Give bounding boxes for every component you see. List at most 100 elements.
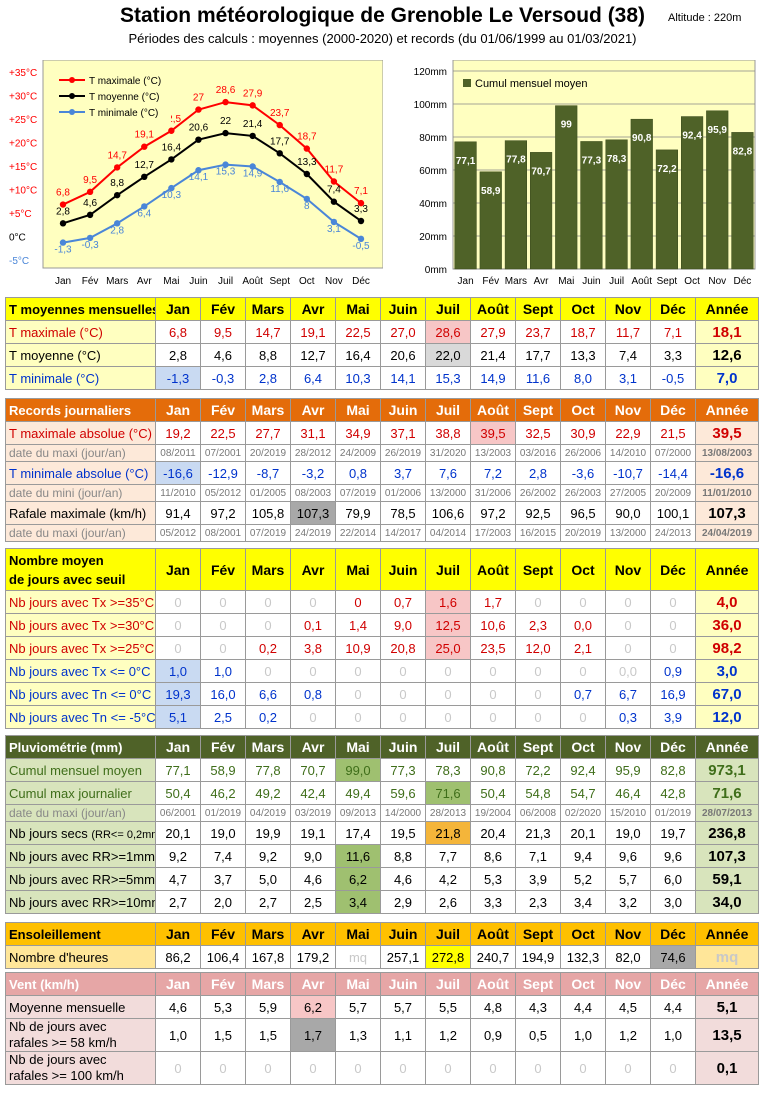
date-cell: 17/2003 [470,524,516,542]
data-label: 8 [304,201,310,212]
value-cell: 2,9 [380,890,426,914]
value-cell: 11,7 [605,320,651,344]
month-header: Mai [335,398,381,422]
row-label-line1: Nb de jours avec [9,1019,107,1035]
value-cell: 0 [470,659,516,683]
month-header: Déc [650,735,696,759]
row-label-note: (RR<= 0,2mm) [91,828,154,841]
month-header: Déc [650,972,696,996]
data-point [222,98,229,106]
data-point [168,127,175,134]
year-value-cell: 973,1 [695,758,759,782]
value-cell: 0 [290,659,336,683]
data-label: 20,6 [189,123,209,134]
value-cell: 18,7 [560,320,606,344]
month-header: Nov [605,972,651,996]
table-header-row: Ensoleillement Jan Fév Mars Avr Mai Juin Juil Ao… [5,922,759,946]
row-label: T minimale absolue (°C) [5,461,156,485]
data-label: 2,8 [110,225,124,236]
value-cell: -12,9 [200,461,246,485]
date-cell: 04/2019 [245,804,291,822]
row-label-line1: Nb de jours avec [9,1052,107,1068]
value-cell: 19,1 [290,320,336,344]
value-cell: 9,4 [560,844,606,868]
date-cell: 24/2019 [290,524,336,542]
value-cell: 7,1 [515,844,561,868]
value-cell: 10,3 [335,366,381,390]
value-cell: 9,6 [650,844,696,868]
table-row: Nb jours avec RR>=5mm 4,7 3,7 5,0 4,6 6,2 4,6 4… [5,867,759,891]
value-cell: 12,0 [515,636,561,660]
value-cell: 0,9 [470,1018,516,1052]
value-cell: 0,8 [335,461,381,485]
date-cell: 01/2006 [380,484,426,502]
month-header: Avr [290,548,336,591]
date-cell: 31/2020 [425,444,471,462]
data-label: 2,8 [56,206,70,217]
value-cell: 0 [425,659,471,683]
value-cell: 8,0 [560,366,606,390]
value-cell: 0 [200,613,246,637]
value-cell: 6,8 [155,320,201,344]
bar [530,152,553,270]
value-cell: 6,2 [335,867,381,891]
table-row: Nb jours avec RR>=1mm 9,2 7,4 9,2 9,0 11,6 8,8… [5,844,759,868]
x-tick-label: Mai [558,276,574,287]
value-cell: 82,0 [605,945,651,969]
data-point [86,211,94,219]
value-cell: 0 [290,590,336,614]
value-cell: 0,9 [650,659,696,683]
value-cell: 7,4 [605,343,651,367]
data-point [276,178,283,186]
month-header: Juin [380,297,426,321]
value-cell: 0 [155,636,201,660]
value-cell: 17,7 [515,343,561,367]
month-header: Juin [380,398,426,422]
value-cell: 3,7 [200,867,246,891]
year-value-cell: 36,0 [695,613,759,637]
value-cell: 106,4 [200,945,246,969]
year-value-cell: 24/04/2019 [695,524,759,542]
x-tick-label: Oct [684,276,700,287]
date-cell: 14/2000 [380,804,426,822]
value-cell: -14,4 [650,461,696,485]
month-header: Juin [380,735,426,759]
value-cell: 0,1 [290,613,336,637]
year-value-cell: 3,0 [695,659,759,683]
date-cell: 04/2014 [425,524,471,542]
value-cell: 79,9 [335,501,381,525]
data-point [276,121,283,129]
value-cell: 50,4 [155,781,201,805]
data-label: -0,5 [352,241,370,252]
value-cell: 78,5 [380,501,426,525]
value-cell: 42,4 [290,781,336,805]
date-cell: 01/2005 [245,484,291,502]
value-cell: 1,2 [605,1018,651,1052]
value-cell: 19,1 [290,821,336,845]
value-cell: 82,8 [650,758,696,782]
month-header: Sept [515,735,561,759]
month-header: Oct [560,548,606,591]
date-cell: 05/2012 [200,484,246,502]
data-point [330,198,338,205]
value-cell: 19,9 [245,821,291,845]
value-cell: 70,7 [290,758,336,782]
value-cell: 3,4 [335,890,381,914]
data-point [141,143,148,150]
year-header: Année [695,398,759,422]
table-row: Nb de jours avec rafales >= 100 km/h 0 0 0 0 0… [5,1051,759,1085]
data-label: 17,7 [270,136,290,147]
data-label: 19,1 [135,130,155,141]
value-cell: 107,3 [290,501,336,525]
date-cell: 28/2012 [290,444,336,462]
value-cell: 0,5 [515,1018,561,1052]
value-cell: -16,6 [155,461,201,485]
year-header: Année [695,972,759,996]
value-cell: 0 [605,1051,651,1085]
date-cell: 13/2000 [605,524,651,542]
value-cell: 8,6 [470,844,516,868]
year-value-cell: 107,3 [695,844,759,868]
section-title: Nombre moyen de jours avec seuil [5,548,156,591]
value-cell: 0 [380,659,426,683]
value-cell: 0 [200,636,246,660]
